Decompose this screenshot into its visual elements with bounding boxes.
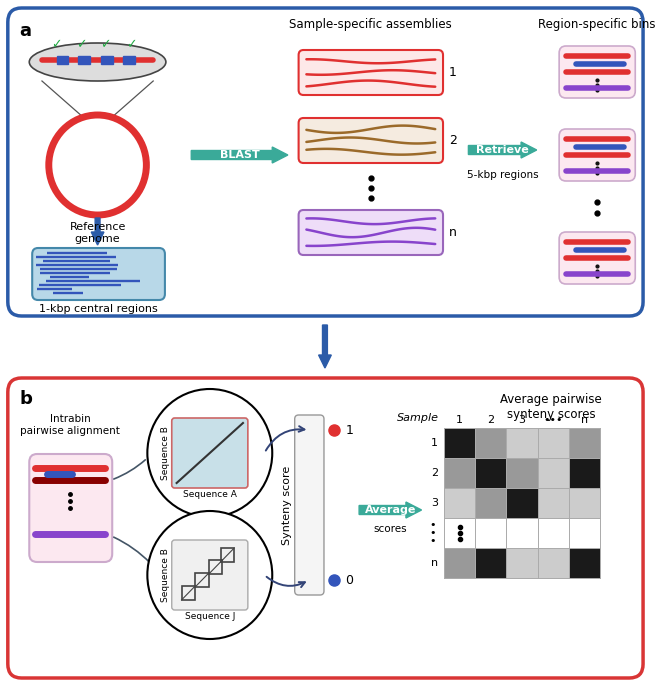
Bar	[569, 488, 600, 518]
Text: 1: 1	[431, 438, 438, 448]
Text: Sequence B: Sequence B	[161, 548, 170, 602]
Bar	[78, 56, 90, 64]
Bar	[569, 428, 600, 458]
Text: 5-kbp regions: 5-kbp regions	[467, 170, 538, 180]
Text: Region-specific bins: Region-specific bins	[538, 18, 656, 31]
Text: Average: Average	[365, 505, 416, 515]
Bar	[181, 586, 195, 600]
Text: Intrabin
pairwise alignment: Intrabin pairwise alignment	[20, 414, 120, 436]
FancyArrow shape	[359, 502, 422, 518]
Text: ✓: ✓	[51, 38, 62, 51]
Bar	[444, 488, 475, 518]
Text: n: n	[431, 558, 438, 568]
Bar	[538, 428, 569, 458]
Text: 2: 2	[488, 415, 494, 425]
Text: 1-kbp central regions: 1-kbp central regions	[39, 304, 158, 314]
Text: ✓: ✓	[100, 38, 111, 51]
Bar	[444, 428, 475, 458]
Bar	[506, 548, 538, 578]
FancyBboxPatch shape	[299, 210, 443, 255]
Text: 1: 1	[449, 66, 457, 79]
Circle shape	[147, 511, 272, 639]
Text: ✓: ✓	[127, 38, 137, 51]
FancyArrow shape	[91, 218, 104, 245]
Text: Reference
genome: Reference genome	[69, 222, 126, 244]
Text: Sequence A: Sequence A	[183, 490, 237, 499]
Text: n: n	[449, 225, 457, 238]
Text: •
•
•: • • •	[430, 520, 436, 547]
Text: 2: 2	[449, 134, 457, 147]
Text: •••: •••	[544, 415, 563, 425]
Bar	[475, 458, 506, 488]
Text: 3: 3	[518, 415, 526, 425]
Text: 1: 1	[346, 423, 354, 436]
Bar	[221, 548, 234, 562]
Text: b: b	[19, 390, 33, 408]
FancyBboxPatch shape	[299, 118, 443, 163]
Text: Sequence B: Sequence B	[161, 426, 170, 480]
Text: BLAST: BLAST	[219, 150, 259, 160]
FancyBboxPatch shape	[299, 50, 443, 95]
Bar	[538, 488, 569, 518]
Bar	[506, 488, 538, 518]
Text: 3: 3	[431, 498, 438, 508]
Bar	[475, 488, 506, 518]
Bar	[506, 428, 538, 458]
Text: Synteny score: Synteny score	[282, 465, 292, 545]
FancyArrow shape	[468, 142, 537, 158]
Bar	[101, 56, 113, 64]
Bar	[444, 548, 475, 578]
Bar	[444, 458, 475, 488]
FancyBboxPatch shape	[8, 8, 643, 316]
FancyBboxPatch shape	[171, 540, 248, 610]
Text: 2: 2	[431, 468, 438, 478]
FancyBboxPatch shape	[559, 46, 635, 98]
Text: Sample-specific assemblies: Sample-specific assemblies	[289, 18, 452, 31]
Text: Sample: Sample	[397, 413, 439, 423]
Text: scores: scores	[374, 524, 407, 534]
FancyArrow shape	[191, 147, 288, 163]
Text: 0: 0	[346, 573, 354, 586]
Bar	[475, 548, 506, 578]
Bar	[538, 458, 569, 488]
Text: Average pairwise
synteny scores: Average pairwise synteny scores	[500, 393, 602, 421]
FancyBboxPatch shape	[559, 232, 635, 284]
Bar	[123, 56, 135, 64]
Bar	[538, 548, 569, 578]
Bar	[569, 458, 600, 488]
Bar	[57, 56, 68, 64]
FancyBboxPatch shape	[559, 129, 635, 181]
Bar	[569, 548, 600, 578]
FancyBboxPatch shape	[29, 454, 112, 562]
Bar	[195, 573, 209, 587]
Text: Sequence J: Sequence J	[185, 612, 235, 621]
FancyArrow shape	[319, 325, 331, 368]
Circle shape	[147, 389, 272, 517]
Text: Retrieve: Retrieve	[476, 145, 529, 155]
Bar	[209, 560, 223, 574]
FancyBboxPatch shape	[32, 248, 165, 300]
Text: 1: 1	[456, 415, 463, 425]
FancyBboxPatch shape	[8, 378, 643, 678]
Text: a: a	[19, 22, 31, 40]
FancyBboxPatch shape	[295, 415, 324, 595]
Text: ✓: ✓	[76, 38, 86, 51]
Bar	[475, 428, 506, 458]
Ellipse shape	[29, 43, 166, 81]
FancyBboxPatch shape	[171, 418, 248, 488]
Text: n: n	[581, 415, 588, 425]
Bar	[506, 458, 538, 488]
